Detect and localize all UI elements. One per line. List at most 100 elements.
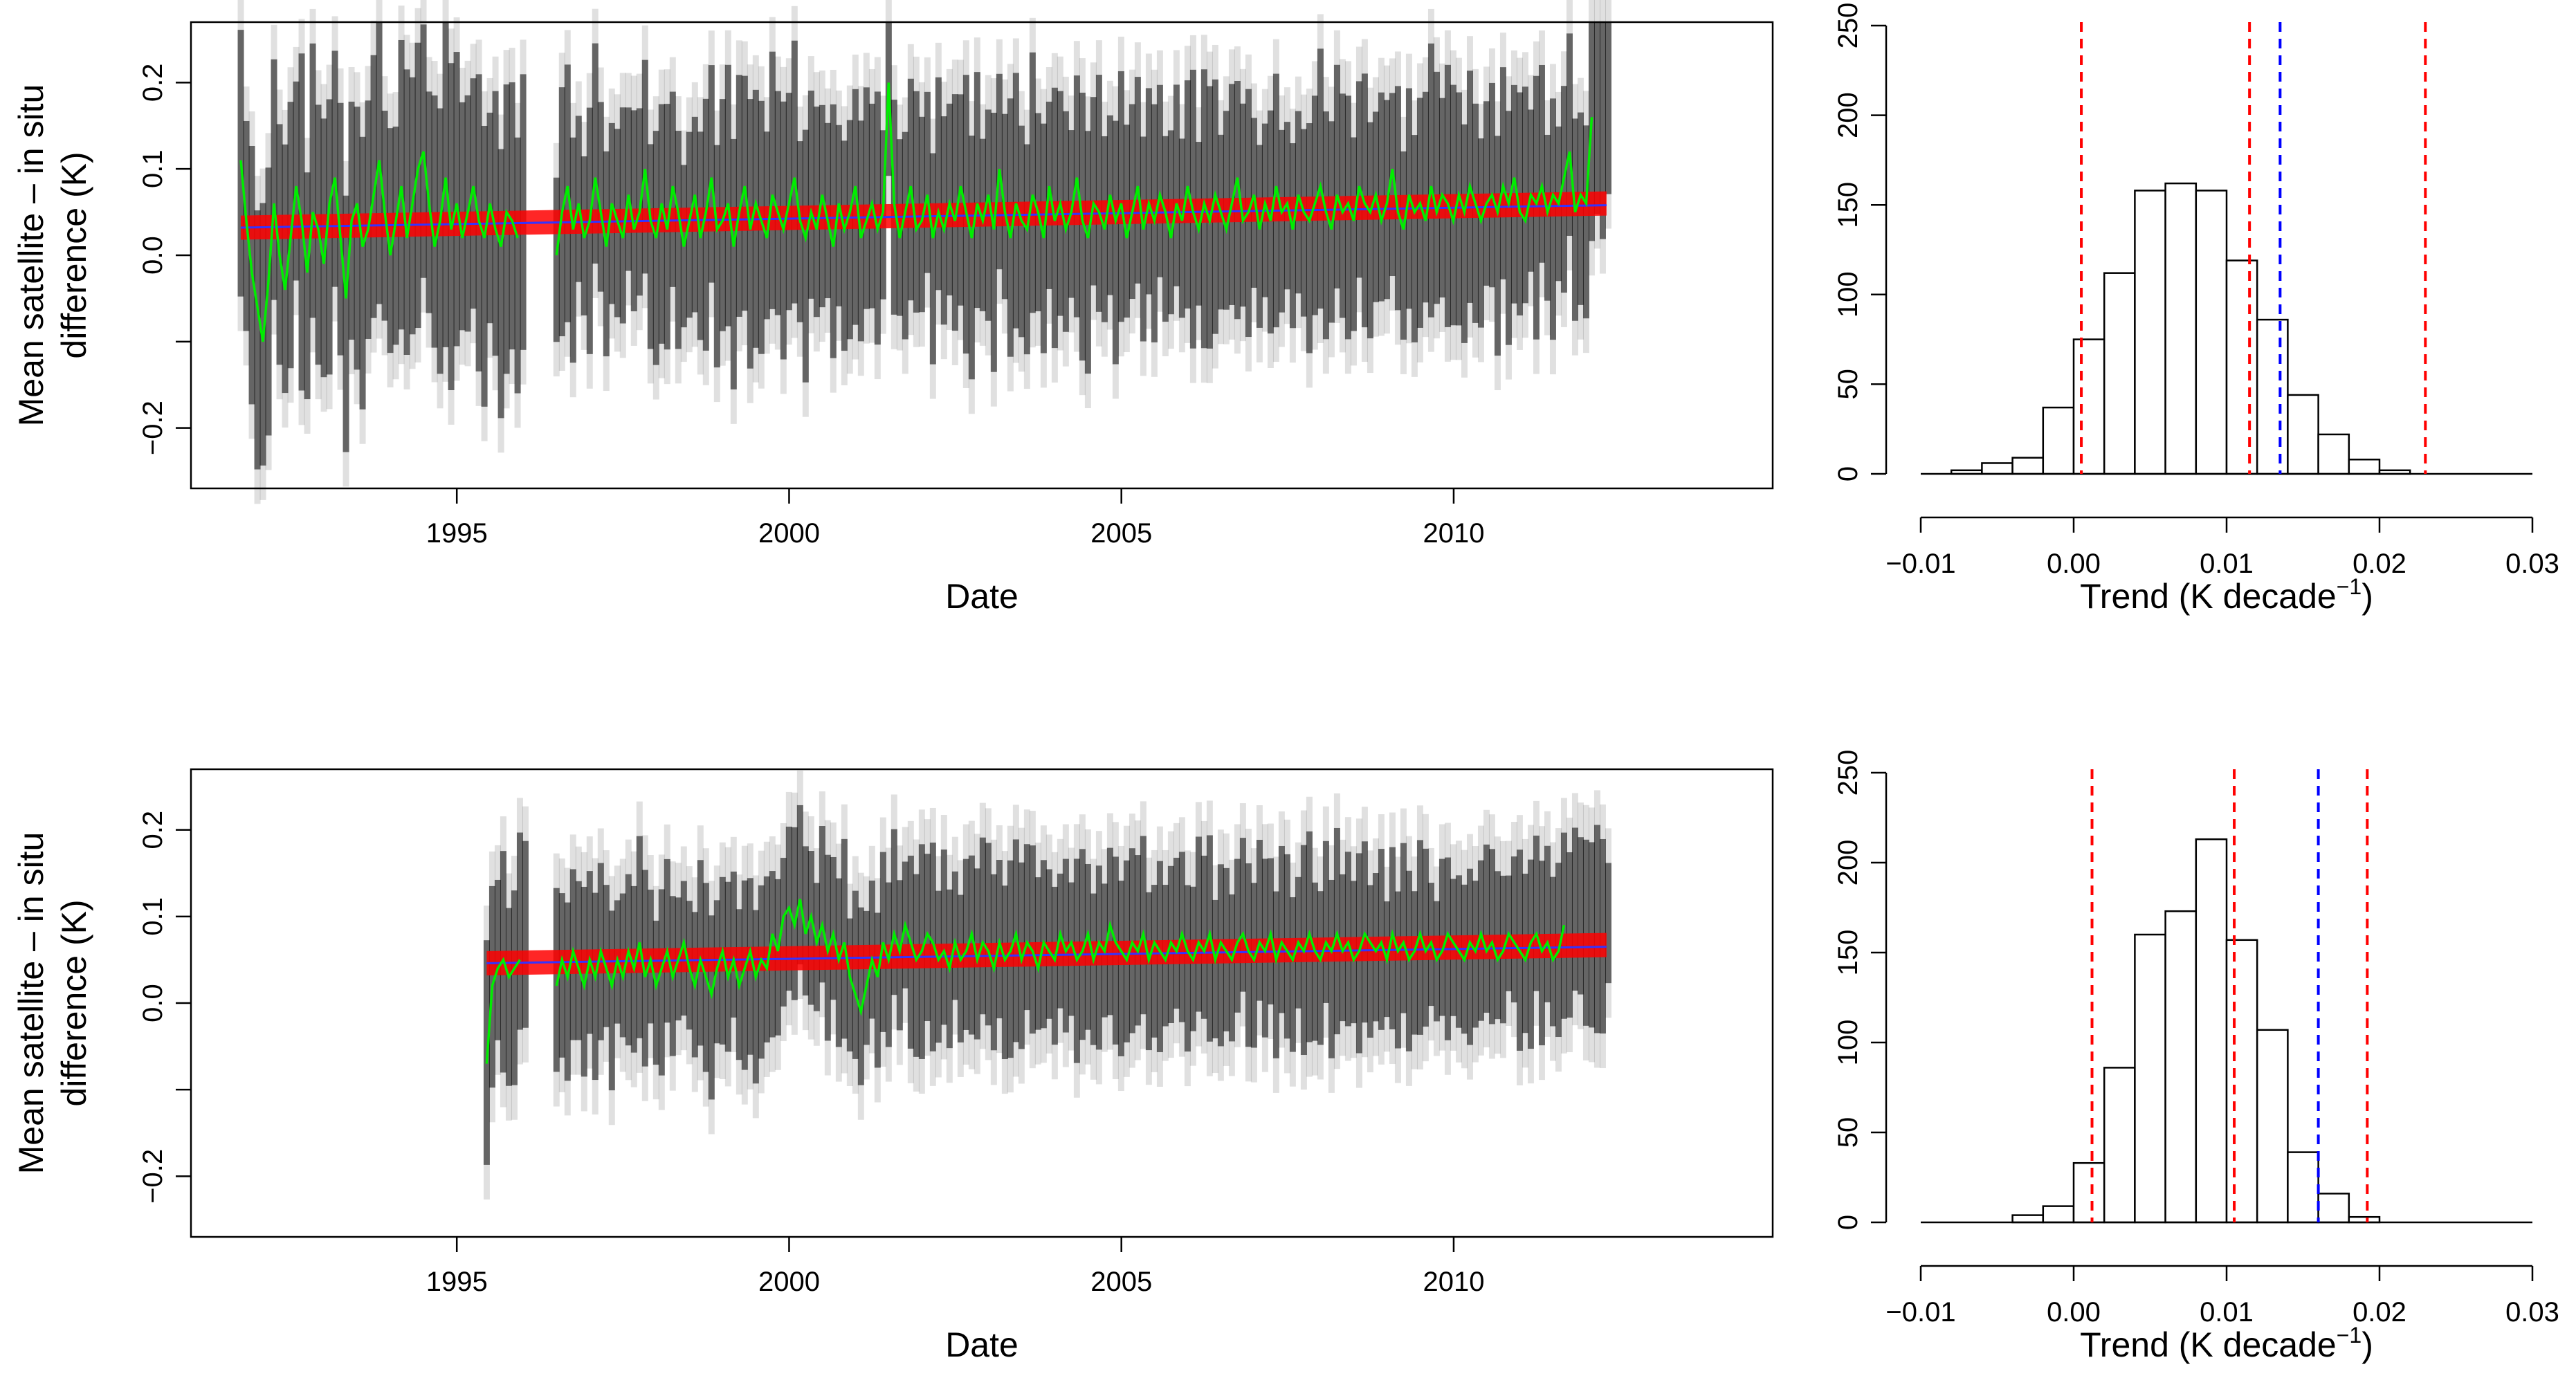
ensemble-member-band xyxy=(652,131,659,365)
ensemble-member-band xyxy=(924,91,931,273)
ensemble-member-band-faint xyxy=(1483,809,1490,1048)
ensemble-member-band-faint xyxy=(511,856,518,1120)
timeseries-panel-bottom: 1995 2000 2005 2010 Date −0.2 0.0 0.1 0.2 Mean sa… xyxy=(12,768,1774,1364)
ensemble-member-band-faint xyxy=(437,73,444,409)
ensemble-member-band xyxy=(807,90,814,299)
ensemble-member-band xyxy=(511,890,518,1085)
ensemble-member-band-faint xyxy=(1483,66,1490,320)
ensemble-member-band xyxy=(1494,136,1501,356)
ensemble-member-band-faint xyxy=(603,116,610,392)
ensemble-member-band-faint xyxy=(1228,49,1235,340)
ensemble-member-band-faint xyxy=(1582,805,1589,1060)
ensemble-member-band-faint xyxy=(1145,53,1152,329)
ensemble-member-band-faint xyxy=(752,875,759,1119)
ensemble-member-band xyxy=(1272,891,1279,1058)
ensemble-member-band-faint xyxy=(359,102,366,444)
ensemble-member-band-faint xyxy=(902,97,908,374)
ensemble-member-band xyxy=(951,871,958,1000)
ensemble-member-band xyxy=(807,851,814,1005)
histogram-bar xyxy=(2195,838,2228,1224)
y-axis: −0.2 0.0 0.1 0.2 Mean satellite – in situ dif… xyxy=(12,64,191,455)
y-tick-label: 0.2 xyxy=(138,64,168,102)
ensemble-member-band-faint xyxy=(1582,91,1589,353)
ensemble-member-band-faint xyxy=(481,91,488,441)
ensemble-member-band xyxy=(1090,893,1097,1045)
ensemble-member-band xyxy=(1577,837,1584,995)
y-tick-label: 50 xyxy=(1833,1117,1863,1148)
ensemble-member-band xyxy=(437,108,444,374)
ensemble-member-band-faint xyxy=(1289,862,1296,1087)
histogram-bar xyxy=(2348,459,2381,475)
ensemble-member-band xyxy=(1510,856,1517,1003)
ensemble-member-band xyxy=(553,177,560,342)
ensemble-member-band xyxy=(1228,84,1235,305)
ensemble-member-band xyxy=(1156,84,1163,277)
ensemble-member-band xyxy=(1400,151,1407,340)
ensemble-member-band-faint xyxy=(807,816,814,1040)
ensemble-member-band xyxy=(1184,80,1191,309)
ensemble-member-band-faint xyxy=(1411,856,1418,1069)
x-axis-title: Trend (K decade−1) xyxy=(2080,574,2373,616)
ensemble-member-band-faint xyxy=(304,138,311,434)
ensemble-member-band-faint xyxy=(641,25,648,309)
ensemble-member-band xyxy=(1582,839,1589,1026)
histogram-bar xyxy=(2103,1067,2136,1224)
ensemble-member-band-faint xyxy=(1073,41,1080,352)
histogram-bars xyxy=(2011,838,2381,1224)
ensemble-member-band-faint xyxy=(254,176,261,504)
ensemble-member-band-faint xyxy=(724,30,731,361)
ensemble-member-band-faint xyxy=(675,96,682,384)
ensemble-member-band-faint xyxy=(1588,0,1595,276)
ensemble-member-band xyxy=(1057,873,1063,1009)
ensemble-member-band-faint xyxy=(951,836,958,1035)
histogram-bar xyxy=(2287,1151,2319,1224)
ensemble-member-band xyxy=(1544,845,1551,1002)
ensemble-member-band-faint xyxy=(852,856,859,1094)
ensemble-member-band xyxy=(791,40,798,304)
ensemble-member-band xyxy=(254,210,261,470)
ensemble-member-band xyxy=(1278,845,1285,1013)
ensemble-member-band xyxy=(929,153,936,365)
ensemble-member-band-faint xyxy=(1090,62,1097,320)
ensemble-member-band xyxy=(370,55,377,318)
ensemble-member-band-faint xyxy=(514,102,521,428)
ensemble-member-band-faint xyxy=(1156,50,1163,312)
ensemble-member-band xyxy=(603,151,610,357)
ensemble-member-band-faint xyxy=(575,81,582,317)
ensemble-member-band-faint xyxy=(1267,75,1274,369)
reference-lines xyxy=(2080,22,2427,474)
ensemble-member-band-faint xyxy=(647,109,654,384)
ensemble-member-band-faint xyxy=(1084,96,1091,409)
ensemble-member-band xyxy=(730,871,737,1018)
ensemble-member-band-faint xyxy=(652,96,659,400)
ensemble-member-band xyxy=(293,81,300,281)
ensemble-member-band xyxy=(265,167,272,436)
ensemble-mean-line xyxy=(555,82,1593,256)
ensemble-member-band xyxy=(1106,847,1113,1016)
ensemble-member-band xyxy=(1328,879,1335,1058)
ensemble-member-band-faint xyxy=(857,872,864,1120)
ensemble-member-band xyxy=(342,195,349,452)
ensemble-member-band xyxy=(724,64,731,327)
ensemble-member-band xyxy=(1605,22,1611,194)
y-tick-label: −0.2 xyxy=(138,401,168,455)
histogram-bar xyxy=(2134,933,2166,1224)
ensemble-member-band xyxy=(304,172,311,400)
ensemble-member-band xyxy=(1212,899,1218,1038)
ensemble-member-band-faint xyxy=(1322,77,1329,374)
ensemble-mean-line xyxy=(239,151,519,342)
y-tick-label: 0.1 xyxy=(138,149,168,188)
ensemble-member-band-faint xyxy=(558,858,565,1092)
ensemble-member-band-faint xyxy=(1461,89,1468,378)
ensemble-member-band xyxy=(979,837,986,1015)
ensemble-mean-line xyxy=(485,957,521,1064)
ensemble-member-band xyxy=(1427,43,1434,318)
ensemble-member-band xyxy=(1549,98,1556,340)
ensemble-member-band xyxy=(769,51,776,309)
histogram-bar xyxy=(2103,272,2136,475)
ensemble-member-band xyxy=(1400,843,1407,1013)
ensemble-member-band-faint xyxy=(1012,38,1019,363)
ensemble-member-band-faint xyxy=(1001,851,1008,1094)
ensemble-member-band-faint xyxy=(1184,850,1191,1087)
ensemble-member-band xyxy=(597,102,604,292)
